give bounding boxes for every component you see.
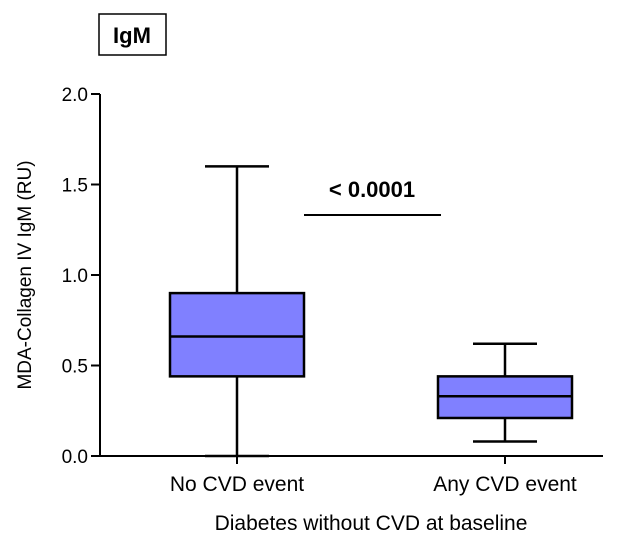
iqr-box	[168, 291, 306, 378]
box-2	[436, 342, 574, 443]
y-tick-label: 0.5	[62, 357, 88, 378]
category-label: Any CVD event	[433, 473, 577, 496]
y-tick-label: 0.0	[62, 447, 88, 468]
boxes	[168, 165, 574, 458]
y-axis-title: MDA-Collagen IV IgM (RU)	[15, 160, 36, 389]
significance-annotation: < 0.0001	[304, 177, 441, 216]
x-axis-title: Diabetes without CVD at baseline	[215, 512, 528, 535]
panel-label-text: IgM	[113, 23, 151, 48]
y-ticks: 0.0 0.5 1.0 1.5 2.0	[62, 85, 100, 468]
panel-label-frame	[98, 13, 167, 56]
y-tick-label: 1.0	[62, 266, 88, 287]
y-tick-label: 2.0	[62, 85, 88, 106]
category-labels: No CVD event Any CVD event	[170, 456, 577, 496]
y-tick-label: 1.5	[62, 176, 88, 197]
p-value-label: < 0.0001	[329, 177, 415, 202]
panel-label: IgM	[98, 13, 167, 56]
category-label: No CVD event	[170, 473, 304, 496]
box-1	[168, 165, 306, 458]
